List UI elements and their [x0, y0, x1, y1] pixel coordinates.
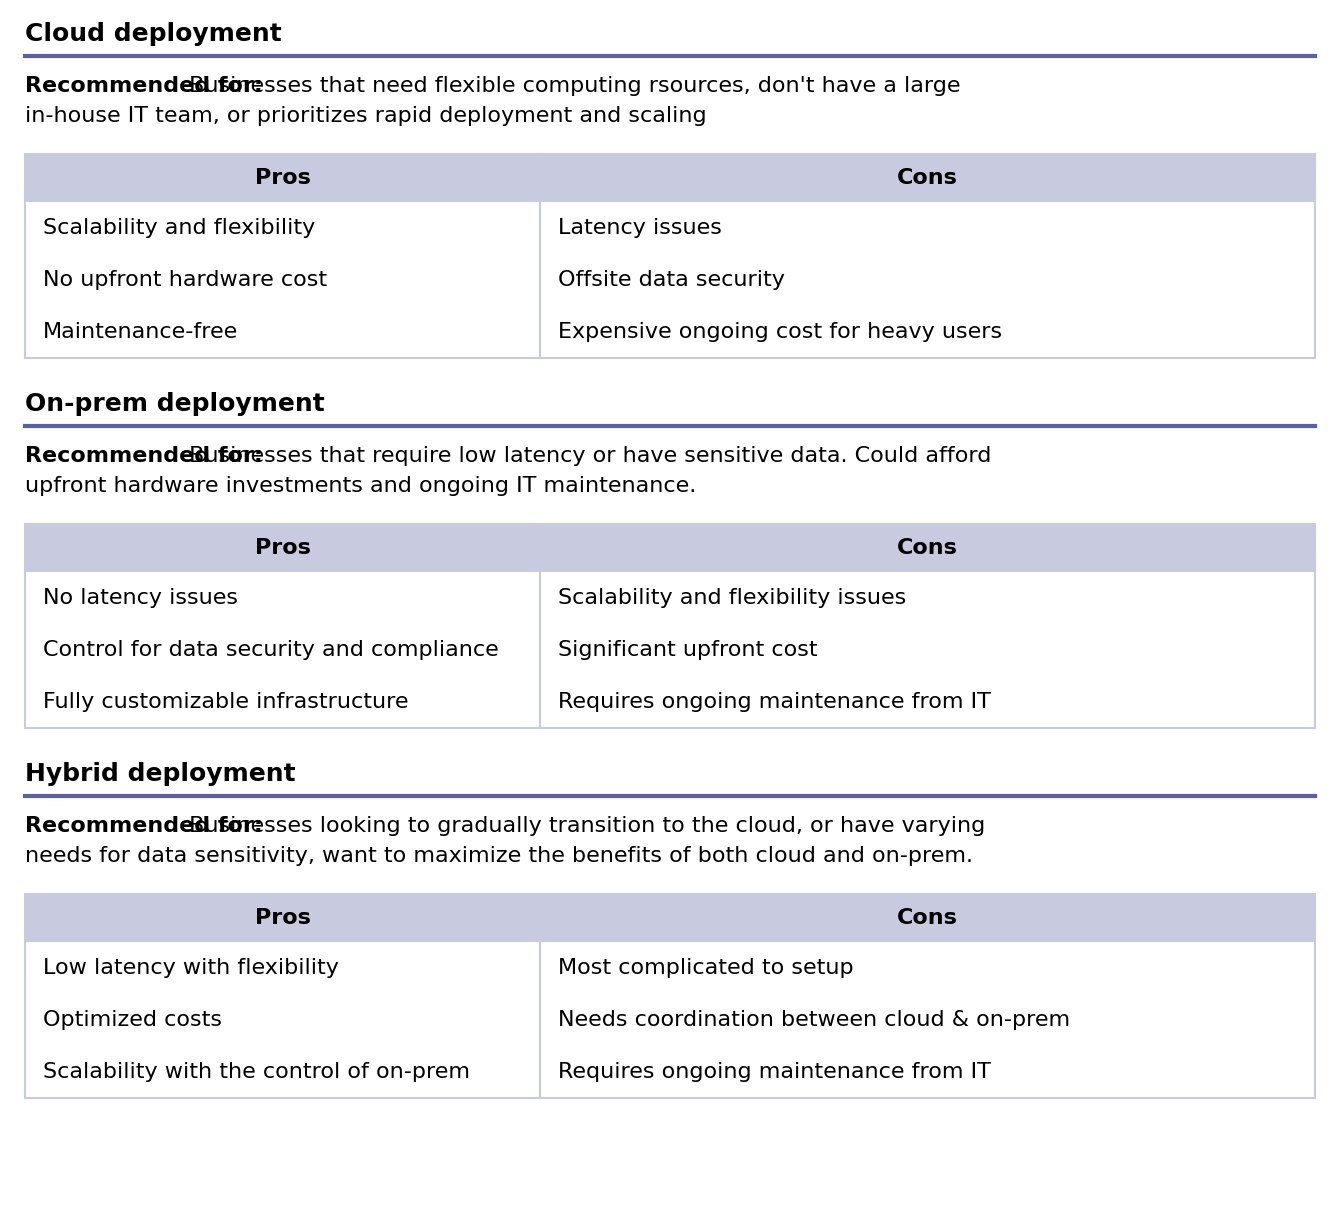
Bar [25, 154, 1315, 358]
Text: Offsite data security: Offsite data security [558, 270, 785, 289]
Text: in-house IT team, or prioritizes rapid deployment and scaling: in-house IT team, or prioritizes rapid d… [25, 106, 707, 126]
Text: Pros: Pros [255, 168, 310, 188]
Text: Recommended for:: Recommended for: [25, 816, 263, 837]
Text: Pros: Pros [255, 537, 310, 558]
Text: Latency issues: Latency issues [558, 218, 722, 238]
Text: needs for data sensitivity, want to maximize the benefits of both cloud and on-p: needs for data sensitivity, want to maxi… [25, 846, 973, 866]
Bar [25, 572, 1315, 728]
Bar [25, 202, 1315, 358]
Text: Businesses that need flexible computing rsources, don't have a large: Businesses that need flexible computing … [181, 75, 961, 96]
Text: Cons: Cons [896, 908, 958, 928]
Text: Requires ongoing maintenance from IT: Requires ongoing maintenance from IT [558, 1062, 990, 1082]
Text: Cloud deployment: Cloud deployment [25, 22, 282, 46]
Text: Pros: Pros [255, 908, 310, 928]
Text: Recommended for:: Recommended for: [25, 75, 263, 96]
Text: Scalability with the control of on-prem: Scalability with the control of on-prem [43, 1062, 470, 1082]
Bar [25, 894, 1315, 1098]
Text: Hybrid deployment: Hybrid deployment [25, 762, 295, 786]
Bar [25, 154, 1315, 202]
Text: Businesses looking to gradually transition to the cloud, or have varying: Businesses looking to gradually transiti… [181, 816, 985, 837]
Text: Scalability and flexibility: Scalability and flexibility [43, 218, 315, 238]
Text: Businesses that require low latency or have sensitive data. Could afford: Businesses that require low latency or h… [181, 446, 992, 466]
Text: Maintenance-free: Maintenance-free [43, 322, 239, 342]
Text: On-prem deployment: On-prem deployment [25, 392, 325, 416]
Text: Significant upfront cost: Significant upfront cost [558, 640, 817, 660]
Text: Recommended for:: Recommended for: [25, 446, 263, 466]
Text: Expensive ongoing cost for heavy users: Expensive ongoing cost for heavy users [558, 322, 1002, 342]
Text: Most complicated to setup: Most complicated to setup [558, 958, 854, 978]
Text: Needs coordination between cloud & on-prem: Needs coordination between cloud & on-pr… [558, 1010, 1070, 1030]
Bar [25, 524, 1315, 572]
Text: No upfront hardware cost: No upfront hardware cost [43, 270, 327, 289]
Text: upfront hardware investments and ongoing IT maintenance.: upfront hardware investments and ongoing… [25, 475, 696, 496]
Text: Scalability and flexibility issues: Scalability and flexibility issues [558, 589, 906, 608]
Text: No latency issues: No latency issues [43, 589, 238, 608]
Text: Control for data security and compliance: Control for data security and compliance [43, 640, 499, 660]
Text: Fully customizable infrastructure: Fully customizable infrastructure [43, 692, 408, 713]
Bar [25, 942, 1315, 1098]
Text: Optimized costs: Optimized costs [43, 1010, 221, 1030]
Text: Requires ongoing maintenance from IT: Requires ongoing maintenance from IT [558, 692, 990, 713]
Bar [25, 894, 1315, 942]
Text: Cons: Cons [896, 168, 958, 188]
Bar [25, 524, 1315, 728]
Text: Low latency with flexibility: Low latency with flexibility [43, 958, 340, 978]
Text: Cons: Cons [896, 537, 958, 558]
